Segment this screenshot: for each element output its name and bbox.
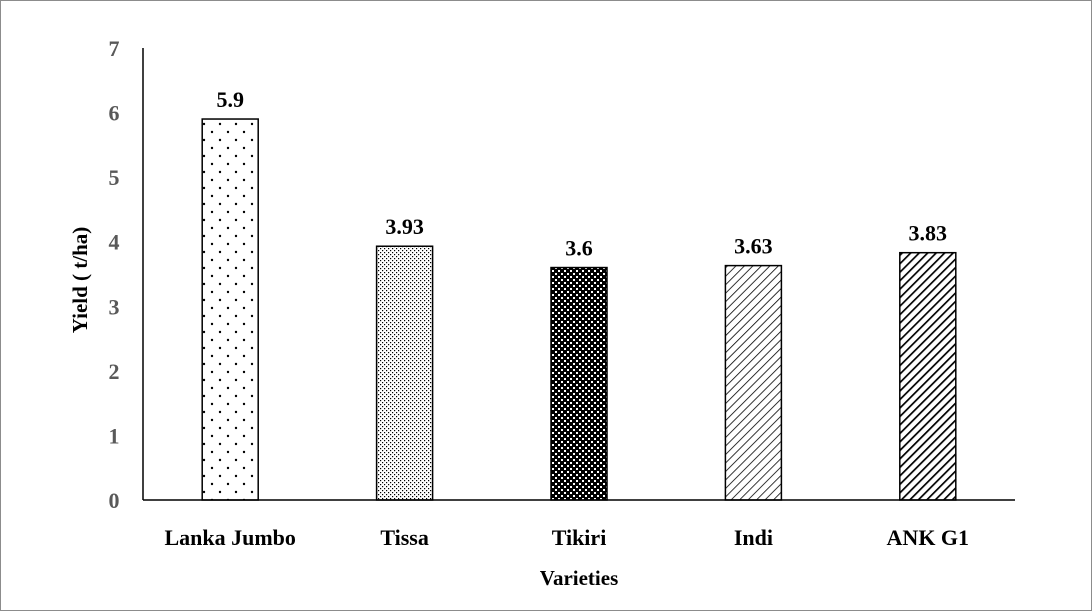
bar-data-label: 3.83 xyxy=(909,221,948,246)
x-category-label: Tikiri xyxy=(552,525,607,550)
bar-tikiri xyxy=(550,266,608,501)
y-tick-label: 4 xyxy=(109,230,120,255)
bar-tissa xyxy=(375,245,434,501)
y-tick-label: 1 xyxy=(109,423,120,448)
bar-data-label: 5.9 xyxy=(216,87,244,112)
x-category-label: ANK G1 xyxy=(887,525,970,550)
y-tick-label: 2 xyxy=(109,359,120,384)
bar-ank-g1 xyxy=(899,251,957,501)
y-tick-label: 6 xyxy=(109,101,120,126)
x-category-label: Indi xyxy=(734,525,773,550)
bar-indi xyxy=(724,264,783,501)
bar-lanka-jumbo xyxy=(201,118,259,501)
y-tick-label: 7 xyxy=(109,36,120,61)
bar-data-label: 3.6 xyxy=(565,236,593,261)
y-tick-label: 3 xyxy=(109,294,120,319)
y-tick-label: 0 xyxy=(109,488,120,513)
y-tick-label: 5 xyxy=(109,165,120,190)
x-category-label: Lanka Jumbo xyxy=(164,525,295,550)
bar-data-label: 3.93 xyxy=(385,214,424,239)
bar-data-label: 3.63 xyxy=(734,234,773,259)
y-axis-title: Yield ( t/ha) xyxy=(68,227,92,334)
x-category-label: Tissa xyxy=(380,525,429,550)
x-axis-title: Varieties xyxy=(540,566,619,590)
